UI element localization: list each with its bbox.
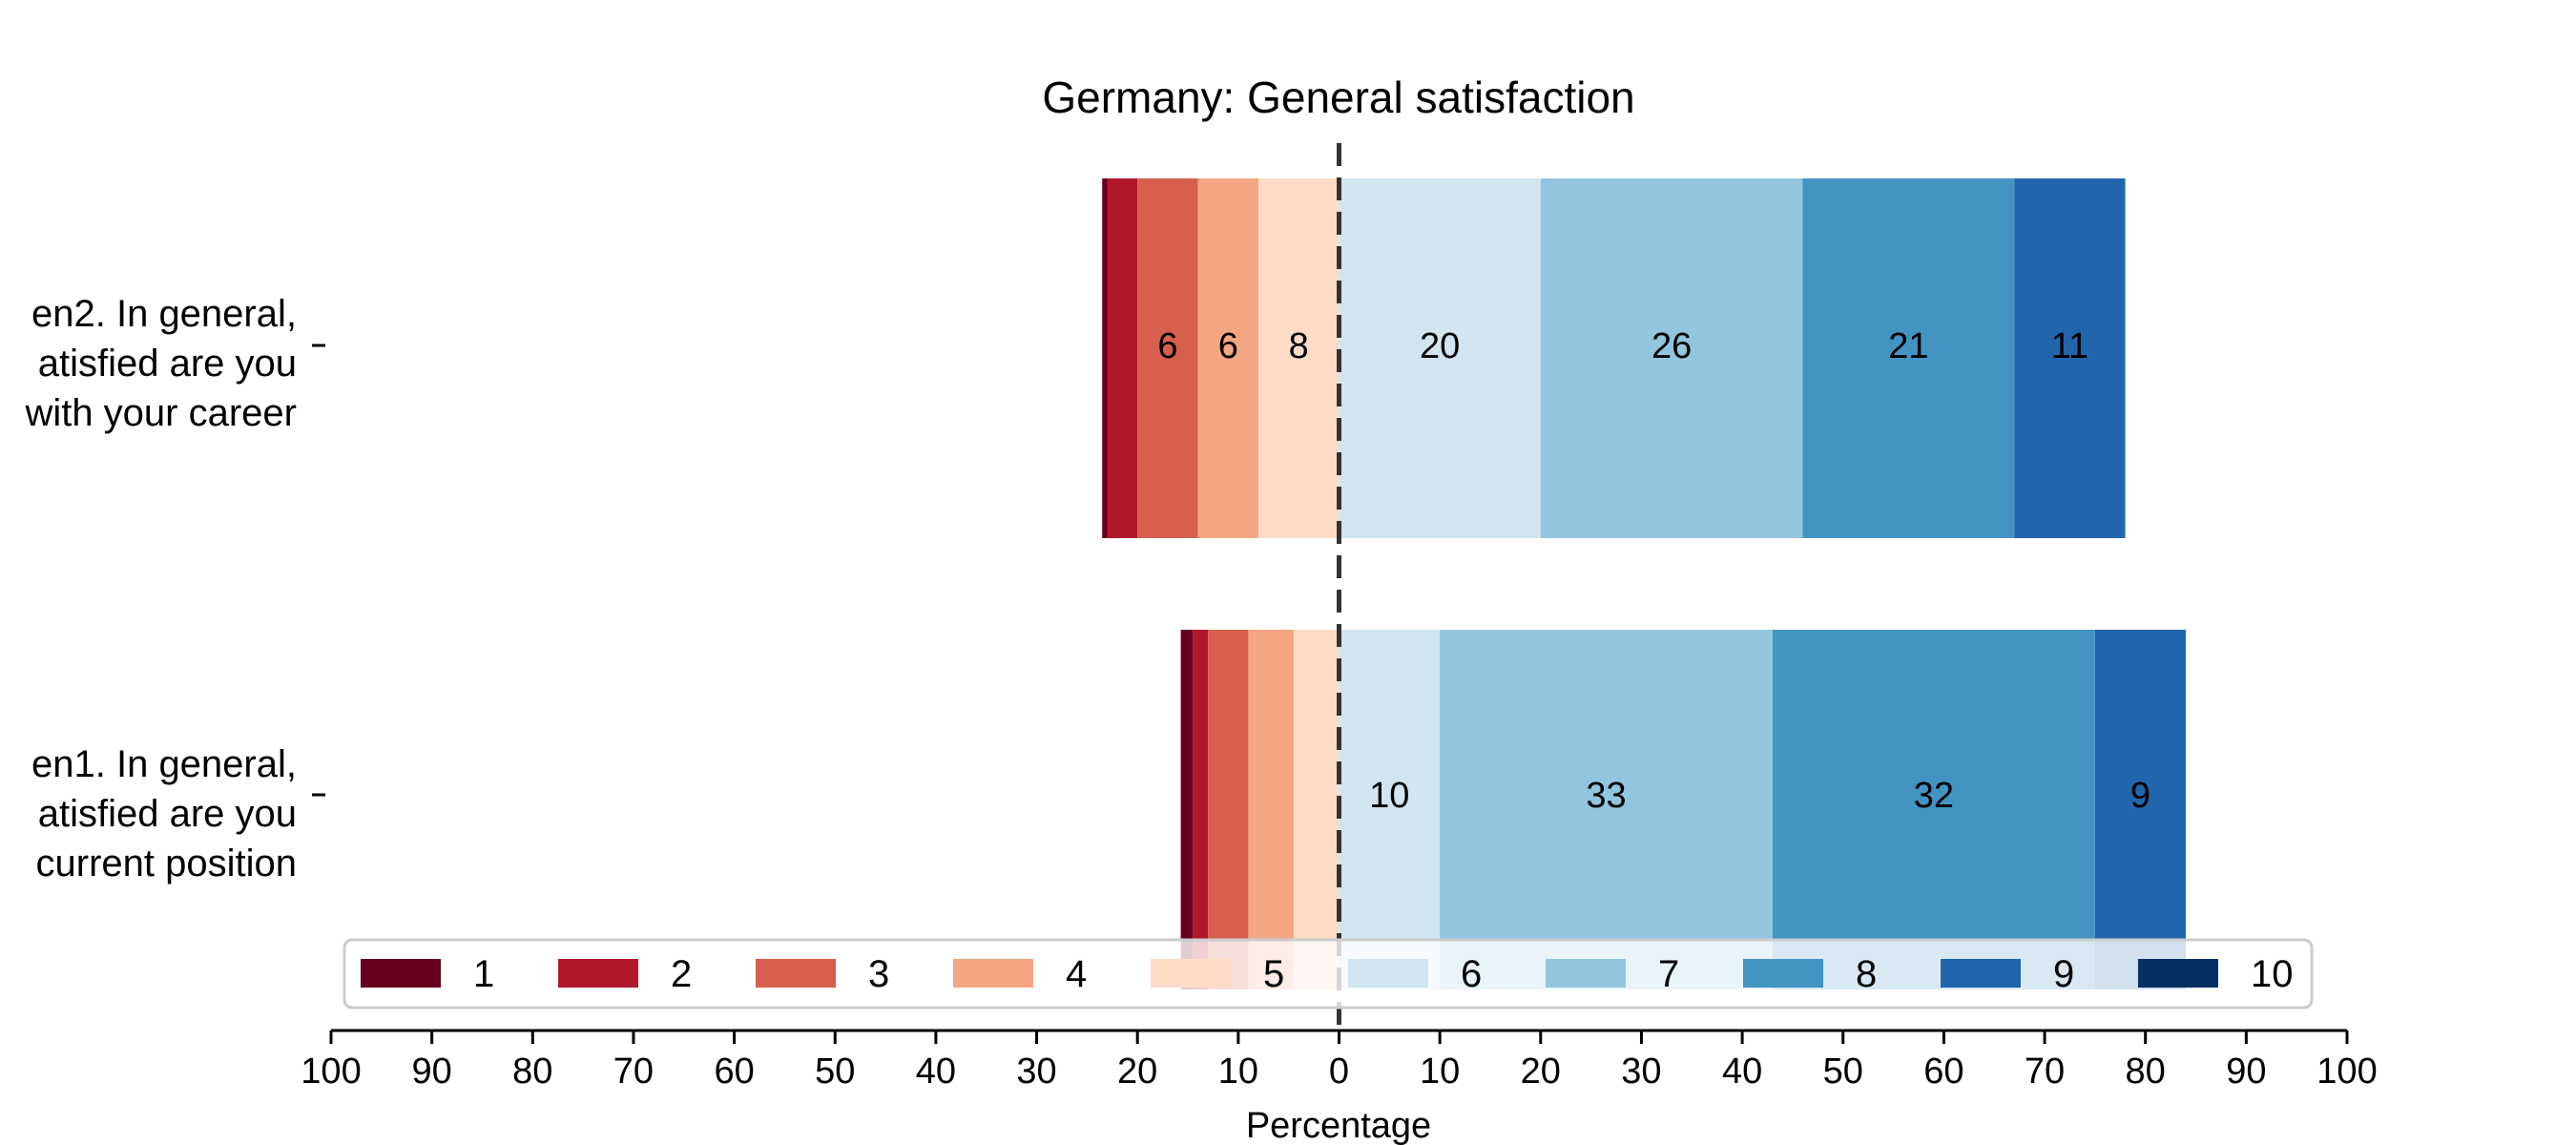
bar-segment-2-6 bbox=[1339, 630, 1441, 989]
x-tick-label: 10 bbox=[1420, 1051, 1460, 1092]
x-tick-label: 20 bbox=[1521, 1051, 1561, 1092]
x-tick-label: 60 bbox=[1923, 1051, 1963, 1092]
legend-label-4: 4 bbox=[1066, 953, 1087, 995]
data-label-1-7: 26 bbox=[1652, 326, 1692, 366]
labels-layer: 6 6 8 20 26 21 11 10 33 32 9 bbox=[1157, 326, 2150, 816]
x-tick-label: 40 bbox=[1722, 1051, 1762, 1092]
bar-segment-2-2 bbox=[1193, 630, 1209, 989]
x-tick-label: 100 bbox=[301, 1051, 361, 1092]
bar-segment-2-3 bbox=[1208, 630, 1249, 989]
bar-segment-1-7 bbox=[1540, 178, 1803, 538]
x-tick-label: 30 bbox=[1016, 1051, 1056, 1092]
legend-label-10: 10 bbox=[2251, 953, 2294, 995]
data-label-1-9: 11 bbox=[2051, 326, 2088, 366]
legend-label-8: 8 bbox=[1856, 953, 1877, 995]
legend-swatch-8 bbox=[1743, 959, 1823, 988]
legend-swatch-4 bbox=[953, 959, 1033, 988]
legend-swatch-2 bbox=[558, 959, 638, 988]
legend-label-2: 2 bbox=[671, 953, 692, 995]
data-label-2-7: 33 bbox=[1586, 776, 1626, 816]
chart-title: Germany: General satisfaction bbox=[1042, 73, 1634, 122]
legend-swatch-7 bbox=[1546, 959, 1626, 988]
category-label-line: en1. In general, bbox=[31, 743, 297, 785]
x-tick-label: 40 bbox=[916, 1051, 956, 1092]
legend-label-7: 7 bbox=[1658, 953, 1679, 995]
x-tick-label: 30 bbox=[1621, 1051, 1661, 1092]
category-label-line: atisfied are you bbox=[38, 343, 297, 385]
category-label-line: atisfied are you bbox=[38, 793, 297, 835]
bar-segment-2-1 bbox=[1180, 630, 1194, 989]
bar-segment-1-5 bbox=[1257, 178, 1340, 538]
bar-segment-1-6 bbox=[1339, 178, 1541, 538]
legend-swatch-9 bbox=[1941, 959, 2021, 988]
x-tick-label: 70 bbox=[2025, 1051, 2065, 1092]
bar-segment-1-8 bbox=[1802, 178, 2015, 538]
category-label-line: current position bbox=[36, 843, 297, 885]
category-label-2: en1. In general, atisfied are you current … bbox=[31, 743, 297, 885]
category-label-line: with your career bbox=[24, 392, 297, 434]
bar-segment-2-4 bbox=[1248, 630, 1294, 989]
category-label-line: en2. In general, bbox=[31, 293, 297, 335]
x-axis: 100 90 80 70 60 50 40 30 20 10 0 10 20 30 40 50 60 70 80 90… bbox=[301, 1029, 2378, 1092]
bar-segment-1-1 bbox=[1102, 178, 1108, 538]
x-tick-label: 50 bbox=[1823, 1051, 1863, 1092]
bar-segment-2-5 bbox=[1293, 630, 1340, 989]
legend-label-3: 3 bbox=[868, 953, 889, 995]
x-tick-label: 10 bbox=[1218, 1051, 1258, 1092]
x-tick-label: 50 bbox=[815, 1051, 855, 1092]
x-tick-label: 90 bbox=[2226, 1051, 2266, 1092]
data-label-1-6: 20 bbox=[1420, 326, 1460, 366]
data-label-2-9: 9 bbox=[2130, 776, 2150, 816]
legend-label-1: 1 bbox=[473, 953, 494, 995]
legend-swatch-5 bbox=[1151, 959, 1231, 988]
legend-swatch-3 bbox=[756, 959, 836, 988]
data-label-2-6: 10 bbox=[1369, 776, 1409, 816]
x-tick-label: 80 bbox=[2126, 1051, 2166, 1092]
data-label-1-4: 6 bbox=[1218, 326, 1238, 366]
category-labels: en2. In general, atisfied are you with you… bbox=[24, 293, 325, 885]
bar-segment-1-4 bbox=[1197, 178, 1258, 538]
bar-segment-1-2 bbox=[1107, 178, 1138, 538]
category-label-1: en2. In general, atisfied are you with you… bbox=[24, 293, 297, 434]
bar-segment-1-9 bbox=[2014, 178, 2126, 538]
data-label-1-8: 21 bbox=[1888, 326, 1928, 366]
x-tick-label: 70 bbox=[613, 1051, 654, 1092]
legend-label-5: 5 bbox=[1263, 953, 1284, 995]
legend-swatch-1 bbox=[361, 959, 441, 988]
legend: 1 2 3 4 5 6 7 8 9 10 bbox=[343, 938, 2314, 1010]
x-tick-label: 20 bbox=[1117, 1051, 1157, 1092]
legend-label-9: 9 bbox=[2053, 953, 2074, 995]
bars-layer bbox=[1102, 178, 2186, 989]
bar-segment-2-8 bbox=[1772, 630, 2095, 989]
x-axis-label: Percentage bbox=[1246, 1106, 1431, 1145]
data-label-2-8: 32 bbox=[1914, 776, 1954, 816]
bar-segment-2-7 bbox=[1440, 630, 1773, 989]
data-label-1-5: 8 bbox=[1289, 326, 1309, 366]
x-tick-label: 0 bbox=[1329, 1051, 1349, 1092]
x-tick-label: 80 bbox=[512, 1051, 552, 1092]
bar-segment-2-9 bbox=[2094, 630, 2186, 989]
x-tick-label: 100 bbox=[2316, 1051, 2377, 1092]
legend-label-6: 6 bbox=[1461, 953, 1482, 995]
bar-segment-1-3 bbox=[1137, 178, 1198, 538]
legend-swatch-6 bbox=[1348, 959, 1428, 988]
x-tick-label: 60 bbox=[714, 1051, 754, 1092]
data-label-1-3: 6 bbox=[1157, 326, 1177, 366]
x-tick-label: 90 bbox=[412, 1051, 452, 1092]
legend-box bbox=[343, 938, 2314, 1010]
legend-swatch-10 bbox=[2138, 959, 2218, 988]
